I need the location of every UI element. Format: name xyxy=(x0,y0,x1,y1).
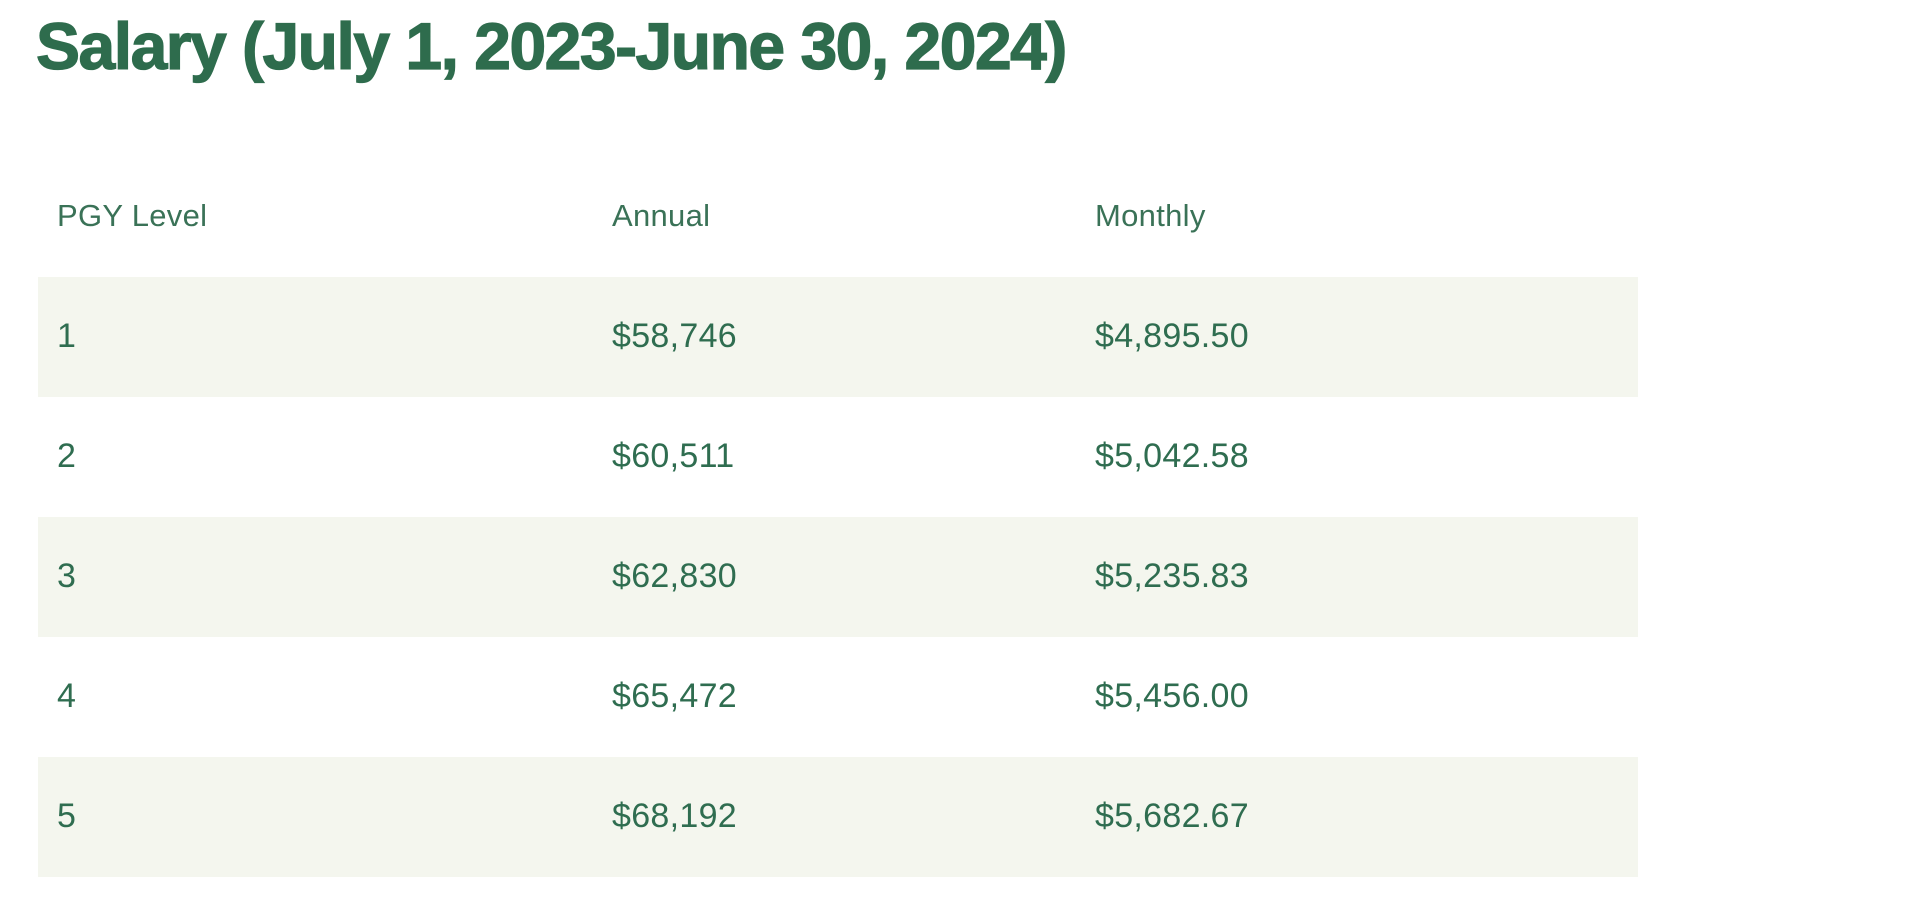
annual-cell: $65,472 xyxy=(612,677,738,716)
pgy-level-cell: 3 xyxy=(57,557,77,596)
table-row: 1 $58,746 $4,895.50 xyxy=(38,276,1638,397)
column-header-pgy-level: PGY Level xyxy=(57,197,208,233)
table-row: 3 $62,830 $5,235.83 xyxy=(38,516,1638,637)
pgy-level-cell: 1 xyxy=(57,317,77,356)
pgy-level-cell: 2 xyxy=(57,437,77,476)
page-title: Salary (July 1, 2023-June 30, 2024) xyxy=(35,9,1068,83)
salary-table-body: 1 $58,746 $4,895.50 2 $60,511 $5,042.58 … xyxy=(38,276,1638,877)
header-row: PGY Level Annual Monthly xyxy=(38,155,1638,277)
monthly-cell: $5,456.00 xyxy=(1095,677,1249,716)
column-header-annual: Annual xyxy=(612,197,711,233)
monthly-cell: $5,042.58 xyxy=(1095,437,1249,476)
table-row: 5 $68,192 $5,682.67 xyxy=(38,756,1638,877)
monthly-cell: $4,895.50 xyxy=(1095,317,1249,356)
table-row: 2 $60,511 $5,042.58 xyxy=(38,397,1638,517)
pgy-level-cell: 5 xyxy=(57,797,77,836)
pgy-level-cell: 4 xyxy=(57,677,77,716)
table-row: 4 $65,472 $5,456.00 xyxy=(38,637,1638,757)
annual-cell: $58,746 xyxy=(612,317,738,356)
annual-cell: $68,192 xyxy=(612,797,738,836)
annual-cell: $60,511 xyxy=(612,437,735,476)
monthly-cell: $5,235.83 xyxy=(1095,557,1249,596)
column-header-monthly: Monthly xyxy=(1095,197,1206,233)
monthly-cell: $5,682.67 xyxy=(1095,797,1249,836)
annual-cell: $62,830 xyxy=(612,557,738,596)
salary-table-header: PGY Level Annual Monthly xyxy=(38,155,1638,277)
salary-table: PGY Level Annual Monthly 1 $58,746 $4,89… xyxy=(38,155,1638,877)
